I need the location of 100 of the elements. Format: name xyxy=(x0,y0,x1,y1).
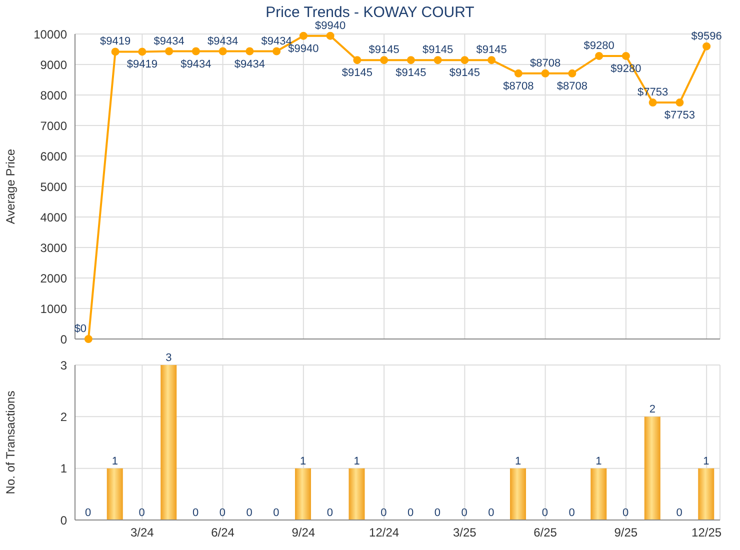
data-label: $9434 xyxy=(234,58,265,70)
data-label: $9145 xyxy=(476,44,507,56)
data-label: 0 xyxy=(84,507,92,519)
y-tick-label: 0 xyxy=(60,513,68,528)
point xyxy=(406,56,415,64)
bar xyxy=(590,468,607,520)
y-tick-label: 5000 xyxy=(40,180,68,194)
x-tick-label: 6/25 xyxy=(534,526,558,540)
point xyxy=(84,335,92,343)
data-label: $8708 xyxy=(530,57,561,70)
point xyxy=(702,42,711,50)
data-label: $9145 xyxy=(368,44,400,56)
y-tick-label: 3 xyxy=(60,358,68,372)
point xyxy=(460,56,469,64)
y-tick-label: 3000 xyxy=(40,240,68,255)
data-label: 0 xyxy=(488,507,494,519)
point xyxy=(246,47,254,56)
y-axis-title: No. of Transactions xyxy=(3,390,18,494)
point xyxy=(272,47,281,56)
data-label: 0 xyxy=(273,507,280,519)
x-tick-label: 9/24 xyxy=(292,526,316,540)
data-label: $7753 xyxy=(664,110,695,122)
point xyxy=(299,32,308,40)
point xyxy=(676,98,684,107)
point xyxy=(165,47,174,56)
data-label: 0 xyxy=(380,507,387,519)
point xyxy=(541,69,550,78)
data-label: 1 xyxy=(112,455,118,468)
data-label: $0 xyxy=(74,323,87,335)
point xyxy=(514,69,522,78)
point xyxy=(138,48,146,56)
data-label: $9434 xyxy=(208,35,238,48)
data-label: 1 xyxy=(300,455,306,468)
data-label: 0 xyxy=(676,507,682,519)
y-tick-label: 6000 xyxy=(40,149,68,164)
data-label: 0 xyxy=(219,507,226,519)
data-label: 0 xyxy=(407,507,414,519)
data-label: 0 xyxy=(622,507,629,519)
point xyxy=(326,32,334,40)
data-label: $9940 xyxy=(315,20,346,32)
x-tick-label: 6/24 xyxy=(211,526,235,540)
y-tick-label: 1 xyxy=(60,462,68,476)
data-label: 0 xyxy=(542,507,548,519)
x-tick-label: 3/24 xyxy=(130,526,154,540)
data-label: $8708 xyxy=(556,80,588,92)
point xyxy=(111,48,120,56)
data-label: 0 xyxy=(326,507,333,519)
data-label: 0 xyxy=(246,507,252,519)
data-label: 0 xyxy=(192,507,199,519)
y-tick-label: 2000 xyxy=(40,271,68,286)
point xyxy=(568,69,576,78)
bar xyxy=(160,365,177,520)
data-label: 1 xyxy=(354,455,360,468)
y-tick-label: 9000 xyxy=(40,58,68,72)
data-label: $9280 xyxy=(584,40,614,52)
y-axis-title: Average Price xyxy=(3,148,18,224)
data-label: 3 xyxy=(166,352,172,364)
point xyxy=(353,56,362,64)
bar xyxy=(348,468,365,520)
data-label: 1 xyxy=(596,455,602,468)
point xyxy=(622,52,630,60)
data-label: 2 xyxy=(649,404,656,416)
x-tick-label: 12/25 xyxy=(692,526,722,540)
y-tick-label: 8000 xyxy=(40,88,68,102)
point xyxy=(648,98,657,107)
bar xyxy=(698,468,714,520)
data-label: 0 xyxy=(568,507,575,519)
data-label: $9940 xyxy=(288,42,319,55)
data-label: $9419 xyxy=(100,36,131,48)
point xyxy=(192,47,200,56)
data-label: $9145 xyxy=(449,67,480,80)
bar xyxy=(295,468,311,520)
x-tick-label: 9/25 xyxy=(614,526,638,540)
bar xyxy=(510,468,526,520)
bar xyxy=(644,416,660,520)
y-tick-label: 1000 xyxy=(40,302,68,316)
data-label: $9145 xyxy=(396,67,426,80)
point xyxy=(380,56,388,64)
y-tick-label: 2 xyxy=(60,410,68,424)
data-label: 0 xyxy=(138,507,145,519)
data-label: 1 xyxy=(703,455,710,468)
data-label: 1 xyxy=(514,455,522,468)
y-tick-label: 7000 xyxy=(40,118,68,133)
y-tick-label: 4000 xyxy=(40,210,68,224)
y-tick-label: 10000 xyxy=(34,27,68,42)
y-tick-label: 0 xyxy=(60,332,68,346)
data-label: 0 xyxy=(461,507,468,519)
data-label: $9145 xyxy=(422,44,454,56)
data-label: $9434 xyxy=(180,58,212,70)
data-label: $9145 xyxy=(342,67,372,80)
point xyxy=(488,56,496,64)
point xyxy=(595,52,604,60)
chart-title: Price Trends - KOWAY COURT xyxy=(264,4,476,21)
data-label: $8708 xyxy=(503,80,534,92)
x-tick-label: 3/25 xyxy=(453,526,477,540)
bar xyxy=(106,468,123,520)
point xyxy=(218,47,227,56)
point xyxy=(434,56,442,64)
data-label: 0 xyxy=(434,507,440,519)
data-label: $9596 xyxy=(691,30,722,42)
